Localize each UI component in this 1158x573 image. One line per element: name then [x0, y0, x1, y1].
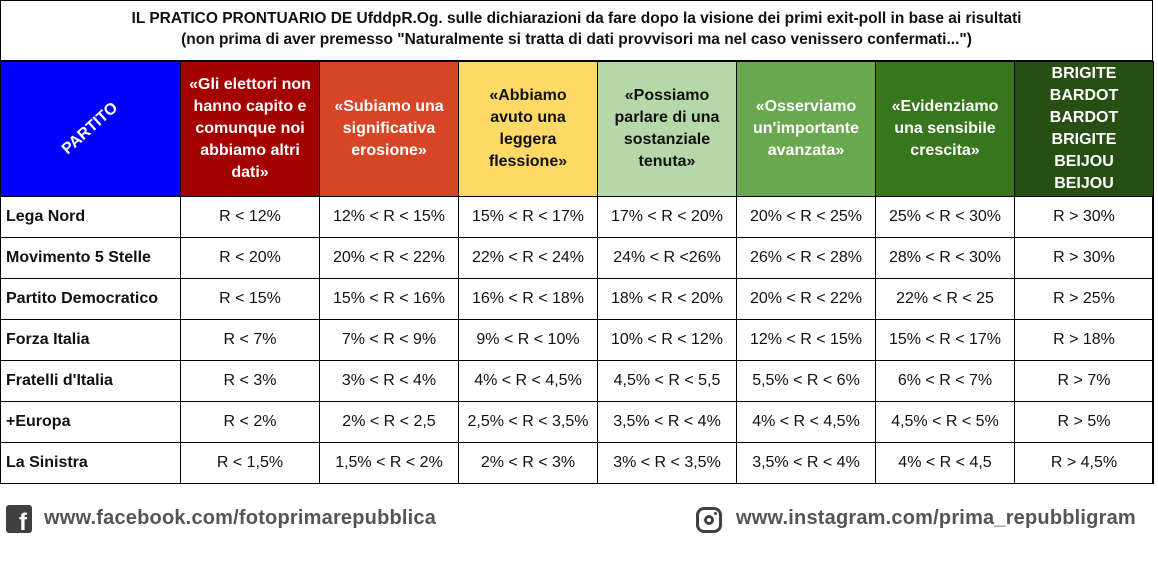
table-cell: 7% < R < 9%: [319, 319, 459, 361]
table-cell: 2% < R < 3%: [458, 442, 598, 484]
table-cell: 20% < R < 25%: [736, 196, 876, 238]
table-cell: 3% < R < 4%: [319, 360, 459, 402]
table-cell: 4% < R < 4,5%: [458, 360, 598, 402]
header-col-6: «Evidenziamo una sensibile crescita»: [875, 61, 1015, 197]
table-cell: 3,5% < R < 4%: [597, 401, 737, 443]
table-cell: R > 25%: [1014, 278, 1154, 320]
footer: f www.facebook.com/fotoprimarepubblica w…: [0, 493, 1158, 563]
table-row: Fratelli d'Italia R < 3% 3% < R < 4% 4% …: [0, 360, 1154, 402]
table-cell: 15% < R < 17%: [875, 319, 1015, 361]
party-name: Forza Italia: [0, 319, 181, 361]
table-cell: 4,5% < R < 5%: [875, 401, 1015, 443]
table-cell: R > 4,5%: [1014, 442, 1154, 484]
table-cell: 17% < R < 20%: [597, 196, 737, 238]
header-row: PARTITO «Gli elettori non hanno capito e…: [0, 61, 1154, 197]
table-cell: R > 30%: [1014, 237, 1154, 279]
table-cell: 26% < R < 28%: [736, 237, 876, 279]
table-cell: 12% < R < 15%: [736, 319, 876, 361]
party-name: La Sinistra: [0, 442, 181, 484]
table-cell: 16% < R < 18%: [458, 278, 598, 320]
facebook-link[interactable]: www.facebook.com/fotoprimarepubblica: [44, 507, 437, 529]
table-cell: 4% < R < 4,5: [875, 442, 1015, 484]
table-cell: 9% < R < 10%: [458, 319, 598, 361]
table-cell: 18% < R < 20%: [597, 278, 737, 320]
table-cell: 28% < R < 30%: [875, 237, 1015, 279]
table-cell: 2% < R < 2,5: [319, 401, 459, 443]
table-cell: 4% < R < 4,5%: [736, 401, 876, 443]
table-cell: 15% < R < 17%: [458, 196, 598, 238]
party-name: Movimento 5 Stelle: [0, 237, 181, 279]
party-name: Partito Democratico: [0, 278, 181, 320]
table-cell: R > 7%: [1014, 360, 1154, 402]
table-row: Forza Italia R < 7% 7% < R < 9% 9% < R <…: [0, 319, 1154, 361]
table-cell: 24% < R <26%: [597, 237, 737, 279]
table-row: +Europa R < 2% 2% < R < 2,5 2,5% < R < 3…: [0, 401, 1154, 443]
table-cell: 15% < R < 16%: [319, 278, 459, 320]
table-cell: 22% < R < 25: [875, 278, 1015, 320]
table-cell: 1,5% < R < 2%: [319, 442, 459, 484]
header-col-7: BRIGITE BARDOT BARDOT BRIGITE BEIJOU BEI…: [1014, 61, 1154, 197]
table-row: Movimento 5 Stelle R < 20% 20% < R < 22%…: [0, 237, 1154, 279]
table-cell: R < 2%: [180, 401, 320, 443]
instagram-icon[interactable]: [696, 507, 722, 533]
header-col-2: «Subiamo una significativa erosione»: [319, 61, 459, 197]
table-cell: 22% < R < 24%: [458, 237, 598, 279]
header-partito: PARTITO: [0, 61, 181, 197]
table-cell: R < 12%: [180, 196, 320, 238]
table-cell: R < 20%: [180, 237, 320, 279]
table-cell: R > 5%: [1014, 401, 1154, 443]
header-col-3: «Abbiamo avuto una leggera flessione»: [458, 61, 598, 197]
table-cell: 4,5% < R < 5,5: [597, 360, 737, 402]
header-col-1: «Gli elettori non hanno capito e comunqu…: [180, 61, 320, 197]
facebook-icon[interactable]: f: [6, 505, 32, 535]
title-line-1: IL PRATICO PRONTUARIO DE UfddpR.Og. sull…: [131, 10, 1022, 27]
table-cell: 12% < R < 15%: [319, 196, 459, 238]
table-cell: R < 7%: [180, 319, 320, 361]
table-cell: R > 18%: [1014, 319, 1154, 361]
table-cell: 3,5% < R < 4%: [736, 442, 876, 484]
table-cell: 25% < R < 30%: [875, 196, 1015, 238]
table-cell: 6% < R < 7%: [875, 360, 1015, 402]
table-cell: R > 30%: [1014, 196, 1154, 238]
table-row: Lega Nord R < 12% 12% < R < 15% 15% < R …: [0, 196, 1154, 238]
header-col-5: «Osserviamo un'importante avanzata»: [736, 61, 876, 197]
page-title: IL PRATICO PRONTUARIO DE UfddpR.Og. sull…: [0, 0, 1153, 61]
table-cell: 20% < R < 22%: [736, 278, 876, 320]
table-cell: 3% < R < 3,5%: [597, 442, 737, 484]
title-line-2: (non prima di aver premesso "Naturalment…: [181, 31, 972, 48]
table-cell: 2,5% < R < 3,5%: [458, 401, 598, 443]
table-cell: 5,5% < R < 6%: [736, 360, 876, 402]
table-cell: 10% < R < 12%: [597, 319, 737, 361]
prontuario-table: PARTITO «Gli elettori non hanno capito e…: [0, 61, 1154, 484]
party-name: Fratelli d'Italia: [0, 360, 181, 402]
table-cell: R < 15%: [180, 278, 320, 320]
header-col-4: «Possiamo parlare di una sostanziale ten…: [597, 61, 737, 197]
table-cell: R < 1,5%: [180, 442, 320, 484]
party-name: Lega Nord: [0, 196, 181, 238]
table-cell: 20% < R < 22%: [319, 237, 459, 279]
party-name: +Europa: [0, 401, 181, 443]
table-row: Partito Democratico R < 15% 15% < R < 16…: [0, 278, 1154, 320]
header-partito-label: PARTITO: [58, 99, 122, 158]
table-row: La Sinistra R < 1,5% 1,5% < R < 2% 2% < …: [0, 442, 1154, 484]
instagram-link[interactable]: www.instagram.com/prima_repubbligram: [736, 507, 1136, 529]
table-cell: R < 3%: [180, 360, 320, 402]
